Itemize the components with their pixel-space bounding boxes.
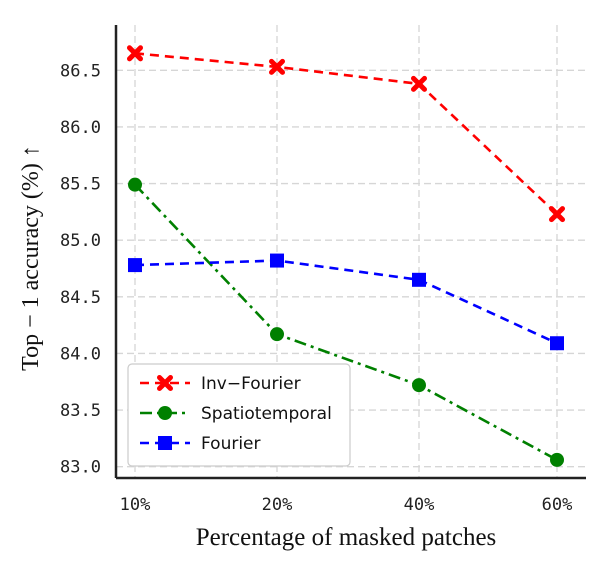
x-tick-label: 20% (262, 495, 293, 515)
y-tick-label: 85.0 (60, 231, 101, 251)
data-point-inv-fourier (411, 75, 427, 92)
x-axis-title: Percentage of masked patches (196, 524, 497, 551)
y-tick-label: 83.5 (60, 401, 101, 421)
axes (114, 25, 586, 480)
legend-label-spatiotemporal: Spatiotemporal (201, 404, 332, 424)
data-point-spatiotemporal (550, 452, 564, 467)
y-tick-label: 86.0 (60, 118, 101, 138)
data-point-fourier (128, 258, 142, 273)
x-marker-stroke (549, 206, 565, 223)
data-point-spatiotemporal (270, 327, 284, 342)
x-tick-label: 60% (542, 495, 573, 515)
data-point-spatiotemporal (412, 378, 426, 393)
data-point-fourier (412, 272, 426, 287)
data-point-inv-fourier (549, 206, 565, 223)
x-marker-stroke (269, 58, 285, 75)
y-tick-label: 84.0 (60, 344, 101, 364)
data-point-inv-fourier (269, 58, 285, 75)
y-axis-title: Top − 1 accuracy (%) ↑ (18, 145, 44, 371)
series-line-spatiotemporal (134, 183, 558, 462)
ticks: 83.0 83.5 84.0 84.5 85.0 85.5 86.0 86.5 10% 20% 40… (60, 61, 572, 515)
legend-marker-fourier (158, 436, 172, 450)
legend-marker-spatiotemporal (158, 406, 172, 420)
y-tick-label: 85.5 (60, 175, 101, 195)
series (127, 45, 565, 467)
series-line-inv-fourier (134, 52, 558, 216)
data-point-spatiotemporal (128, 177, 142, 192)
data-point-fourier (550, 336, 564, 351)
x-marker-stroke (411, 75, 427, 92)
data-point-inv-fourier (127, 45, 143, 62)
y-tick-label: 84.5 (60, 288, 101, 308)
x-tick-label: 10% (120, 495, 151, 515)
legend-box (127, 363, 351, 467)
y-tick-label: 86.5 (60, 61, 101, 81)
x-marker-stroke (157, 375, 173, 391)
data-point-fourier (270, 253, 284, 268)
x-tick-label: 40% (404, 495, 435, 515)
y-tick-label: 83.0 (60, 458, 101, 478)
legend: Inv−Fourier Spatiotemporal Fourier (127, 363, 351, 467)
series-line-fourier (134, 259, 558, 345)
legend-label-inv-fourier: Inv−Fourier (201, 374, 301, 394)
x-marker-stroke (127, 45, 143, 62)
legend-marker-inv-fourier (157, 375, 173, 391)
legend-label-fourier: Fourier (201, 434, 261, 454)
